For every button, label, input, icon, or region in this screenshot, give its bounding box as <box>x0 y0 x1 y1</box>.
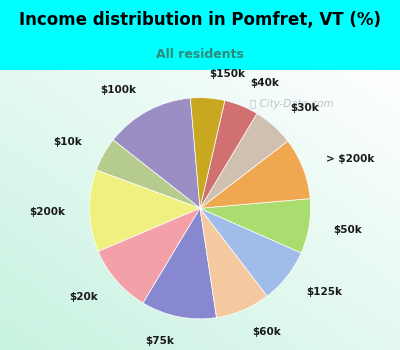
Wedge shape <box>200 208 267 317</box>
Wedge shape <box>98 208 200 303</box>
Wedge shape <box>200 198 310 253</box>
Wedge shape <box>200 141 310 208</box>
Text: $10k: $10k <box>54 138 82 147</box>
Text: $125k: $125k <box>306 287 342 297</box>
Wedge shape <box>200 208 301 296</box>
Text: $150k: $150k <box>210 69 246 79</box>
Wedge shape <box>200 113 288 208</box>
Wedge shape <box>113 98 200 208</box>
Text: $60k: $60k <box>253 328 282 337</box>
Text: > $200k: > $200k <box>326 154 374 164</box>
Text: All residents: All residents <box>156 48 244 61</box>
Wedge shape <box>89 170 200 251</box>
Text: $50k: $50k <box>333 225 362 235</box>
Text: $75k: $75k <box>145 336 174 345</box>
Text: $20k: $20k <box>70 292 98 302</box>
Text: $40k: $40k <box>250 78 280 88</box>
Text: $100k: $100k <box>100 85 136 95</box>
Wedge shape <box>143 208 216 319</box>
Text: $30k: $30k <box>290 103 319 113</box>
Text: Income distribution in Pomfret, VT (%): Income distribution in Pomfret, VT (%) <box>19 10 381 29</box>
Text: ⓘ City-Data.com: ⓘ City-Data.com <box>250 99 334 108</box>
Wedge shape <box>190 98 225 208</box>
Text: $200k: $200k <box>29 206 65 217</box>
Wedge shape <box>200 100 257 208</box>
Wedge shape <box>96 140 200 208</box>
